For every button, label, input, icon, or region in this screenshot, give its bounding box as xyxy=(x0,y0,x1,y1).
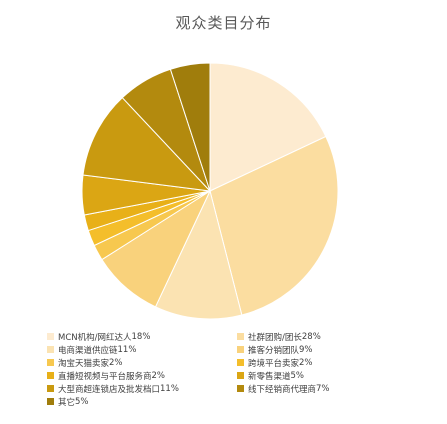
legend-item: 其它 5% xyxy=(47,396,237,408)
pie-slice-8 xyxy=(82,96,212,192)
legend: MCN机构/网红达人 18% 社群团购/团长 28% 电商渠道供应链 11% 推客分销… xyxy=(47,331,377,408)
legend-swatch xyxy=(47,333,54,340)
legend-percent: 18% xyxy=(131,331,151,342)
legend-item: MCN机构/网红达人 18% xyxy=(47,331,237,343)
legend-swatch xyxy=(47,359,54,366)
legend-label: 跨境平台卖家 xyxy=(248,358,300,369)
legend-label: 电商渠道供应链 xyxy=(58,345,118,356)
legend-percent: 2% xyxy=(109,357,123,368)
legend-item: 淘宝天猫卖家 2% xyxy=(47,357,237,369)
legend-label: 线下经销商代理商 xyxy=(248,384,317,395)
legend-label: 其它 xyxy=(58,397,76,408)
pie-slice-0 xyxy=(209,62,327,192)
legend-percent: 5% xyxy=(290,370,305,381)
legend-swatch xyxy=(237,372,244,379)
legend-label: 直播短视频与平台服务商 xyxy=(58,371,152,382)
legend-percent: 7% xyxy=(316,383,330,394)
legend-percent: 2% xyxy=(151,370,166,381)
pie-slice-10 xyxy=(169,62,211,192)
legend-label: 淘宝天猫卖家 xyxy=(58,358,110,369)
legend-item: 电商渠道供应链 11% xyxy=(47,344,237,356)
legend-label: 新零售渠道 xyxy=(248,371,291,382)
legend-swatch xyxy=(237,333,244,340)
legend-label: 大型商超连锁店及批发档口 xyxy=(58,384,161,395)
legend-percent: 28% xyxy=(301,331,321,342)
legend-swatch xyxy=(47,385,54,392)
legend-swatch xyxy=(237,385,244,392)
legend-percent: 11% xyxy=(160,383,179,394)
legend-percent: 2% xyxy=(299,357,313,368)
legend-swatch xyxy=(47,372,54,379)
legend-item: 跨境平台卖家 2% xyxy=(237,357,377,369)
legend-item: 大型商超连锁店及批发档口 11% xyxy=(47,383,237,395)
legend-percent: 9% xyxy=(299,344,313,355)
chart-title: 观众类目分布 xyxy=(175,14,272,32)
legend-item: 新零售渠道 5% xyxy=(237,370,377,382)
pie-slice-2 xyxy=(154,189,243,320)
legend-swatch xyxy=(47,346,54,353)
legend-label: MCN机构/网红达人 xyxy=(58,332,132,343)
legend-item: 社群团购/团长 28% xyxy=(237,331,377,343)
legend-swatch xyxy=(47,398,54,405)
legend-swatch xyxy=(237,359,244,366)
legend-label: 社群团购/团长 xyxy=(248,332,302,343)
pie-slice-1 xyxy=(209,135,339,316)
legend-percent: 5% xyxy=(75,396,89,407)
legend-item: 线下经销商代理商 7% xyxy=(237,383,377,395)
legend-percent: 11% xyxy=(117,344,137,355)
legend-item: 直播短视频与平台服务商 2% xyxy=(47,370,237,382)
legend-label: 推客分销团队 xyxy=(248,345,300,356)
legend-item: 推客分销团队 9% xyxy=(237,344,377,356)
legend-swatch xyxy=(237,346,244,353)
